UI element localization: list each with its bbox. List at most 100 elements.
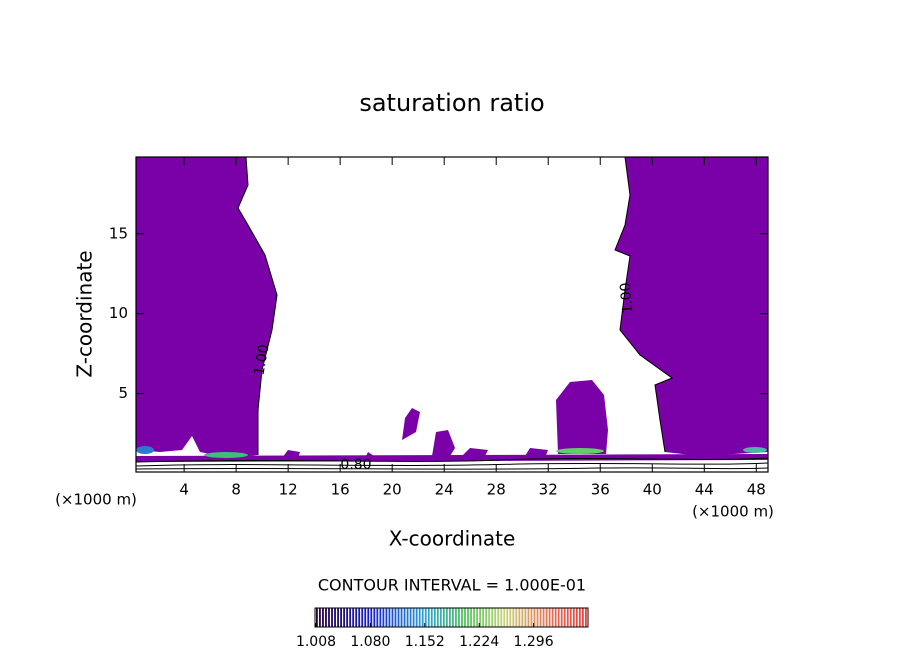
plot-frame (135, 156, 769, 473)
colorbar-stripe (415, 608, 418, 627)
colorbar-stripe (322, 608, 324, 627)
colorbar-stripe (442, 608, 445, 627)
colorbar-stripe (509, 608, 512, 627)
colorbar-stripe (488, 608, 491, 627)
x-axis-label: X-coordinate (389, 527, 516, 551)
x-tick-label: 44 (695, 481, 714, 499)
colorbar (316, 608, 587, 627)
colorbar-stripe (400, 608, 403, 627)
colorbar-stripe (533, 608, 536, 627)
colorbar-stripe (352, 608, 355, 627)
colorbar-stripe (473, 608, 475, 627)
colorbar-stripe (361, 608, 364, 627)
colorbar-stripe (439, 608, 442, 627)
contour-line (135, 462, 769, 467)
contour-line (135, 467, 769, 470)
colorbar-stripe (461, 608, 463, 627)
colorbar-stripe (524, 608, 527, 627)
x-unit: (×1000 m) (55, 491, 137, 509)
colorbar-stripe (539, 608, 542, 627)
colorbar-stripe (448, 608, 451, 627)
colorbar-stripe (370, 608, 373, 627)
colorbar-stripe (521, 608, 524, 627)
colorbar-stripe (500, 608, 503, 627)
y-tick-label: 5 (118, 384, 128, 402)
colorbar-tick-label: 1.152 (405, 634, 445, 650)
colorbar-stripe (418, 608, 421, 627)
colorbar-stripe (464, 608, 466, 627)
colorbar-stripe (397, 608, 400, 627)
colorbar-stripe (421, 608, 424, 627)
contour-fill (136, 157, 768, 462)
x-tick-label: 20 (383, 481, 402, 499)
colorbar-stripe (482, 608, 485, 627)
colorbar-stripe (340, 608, 342, 627)
colorbar-stripe (497, 608, 500, 627)
colorbar-stripe (581, 608, 584, 627)
colorbar-stripe (458, 608, 460, 627)
colorbar-stripe (364, 608, 367, 627)
colorbar-stripe (557, 608, 560, 627)
hot-spot (743, 447, 767, 453)
colorbar-stripe (563, 608, 566, 627)
x-tick-label: 12 (279, 481, 298, 499)
colorbar-stripe (409, 608, 412, 627)
hot-spots (136, 446, 767, 458)
colorbar-stripe (491, 608, 494, 627)
x-tick-label: 16 (331, 481, 350, 499)
colorbar-stripe (379, 608, 382, 627)
colorbar-stripe (367, 608, 370, 627)
colorbar-stripe (455, 608, 457, 627)
contour-label: 0.80 (340, 457, 371, 473)
colorbar-stripe (566, 608, 569, 627)
colorbar-stripe (373, 608, 376, 627)
colorbar-stripe (412, 608, 415, 627)
x-tick-label: 8 (231, 481, 241, 499)
colorbar-stripe (391, 608, 394, 627)
contour-region (556, 380, 608, 454)
contour-region (282, 448, 548, 458)
hot-spot (556, 448, 604, 454)
colorbar-stripe (494, 608, 497, 627)
colorbar-stripe (316, 608, 318, 627)
contour-label: 1.00 (618, 282, 637, 314)
colorbar-tick-label: 1.080 (350, 634, 390, 650)
x-tick-label: 4 (179, 481, 189, 499)
colorbar-stripe (355, 608, 358, 627)
hot-spot (136, 446, 154, 454)
colorbar-stripe (578, 608, 581, 627)
colorbar-stripe (319, 608, 321, 627)
hot-spot (204, 452, 248, 458)
contour-line (614, 156, 674, 453)
colorbar-stripe (536, 608, 539, 627)
colorbar-stripe (548, 608, 551, 627)
chart-title: saturation ratio (359, 89, 544, 117)
colorbar-stripe (376, 608, 379, 627)
colorbar-stripe (394, 608, 397, 627)
x-tick-label: 28 (487, 481, 506, 499)
colorbar-stripe (382, 608, 385, 627)
colorbar-stripe (518, 608, 521, 627)
colorbar-stripe (512, 608, 515, 627)
colorbar-stripe (403, 608, 406, 627)
contour-region (136, 157, 277, 458)
colorbar-stripe (337, 608, 339, 627)
contour-lines (135, 156, 769, 470)
y-tick-label: 15 (109, 224, 128, 242)
colorbar-stripe (334, 608, 336, 627)
colorbar-stripe (476, 608, 478, 627)
colorbar-stripe (530, 608, 533, 627)
colorbar-stripe (452, 608, 454, 627)
colorbar-stripe (506, 608, 509, 627)
contour-region (615, 157, 768, 456)
colorbar-stripe (584, 608, 587, 627)
colorbar-stripe (479, 608, 482, 627)
colorbar-stripe (358, 608, 361, 627)
colorbar-stripe (424, 608, 427, 627)
colorbar-tick-label: 1.296 (514, 634, 554, 650)
x-tick-label: 40 (643, 481, 662, 499)
colorbar-stripe (343, 608, 346, 627)
colorbar-stripe (436, 608, 439, 627)
colorbar-stripe (467, 608, 469, 627)
colorbar-stripe (575, 608, 578, 627)
